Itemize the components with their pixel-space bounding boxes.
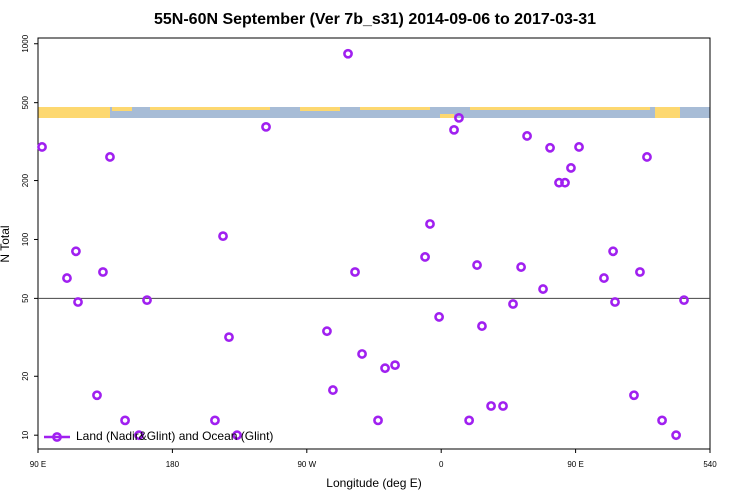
y-tick-label: 100 [21, 232, 30, 246]
point [328, 385, 338, 395]
y-tick-label: 50 [21, 293, 30, 302]
point [498, 401, 508, 411]
point [210, 415, 220, 426]
point [560, 177, 570, 188]
point [657, 415, 667, 426]
point [671, 430, 682, 441]
x-axis-label: Longitude (deg E) [326, 476, 421, 490]
x-tick-label: 90 W [297, 460, 316, 469]
map-land [38, 107, 680, 118]
point [37, 142, 47, 152]
point [343, 48, 353, 59]
point [538, 284, 548, 294]
y-tick-label: 500 [21, 95, 30, 109]
y-axis-label: N Total [0, 225, 12, 262]
point [373, 415, 383, 426]
point [380, 363, 390, 374]
point [635, 267, 645, 277]
y-tick-label: 1000 [21, 34, 30, 52]
point [472, 260, 482, 270]
point [142, 295, 152, 306]
chart-title: 55N-60N September (Ver 7b_s31) 2014-09-0… [154, 11, 596, 28]
point [224, 332, 234, 343]
y-tick-label: 200 [21, 173, 30, 187]
point [486, 401, 496, 411]
legend-marker [52, 432, 62, 442]
point [566, 163, 576, 173]
point [134, 430, 144, 441]
point [261, 121, 271, 132]
point [574, 142, 584, 152]
point [390, 360, 400, 371]
point [610, 297, 620, 307]
x-tick-label: 540 [703, 460, 717, 469]
point [62, 273, 72, 283]
x-tick-label: 180 [166, 460, 180, 469]
point [105, 152, 115, 162]
point [522, 131, 532, 141]
x-tick-label: 90 E [30, 460, 46, 469]
point [679, 295, 689, 306]
point [120, 415, 130, 426]
y-tick-label: 20 [21, 371, 30, 380]
point [420, 252, 430, 262]
point [464, 415, 475, 426]
point [322, 326, 332, 337]
point [434, 312, 445, 322]
point [454, 112, 464, 123]
point [73, 297, 83, 307]
point [350, 267, 360, 277]
point [599, 273, 609, 283]
map-band [38, 107, 710, 118]
point [608, 246, 618, 257]
point [642, 152, 652, 162]
plot-frame [37, 37, 711, 450]
y-tick-label: 10 [21, 430, 30, 439]
point [218, 231, 228, 242]
point [92, 390, 102, 401]
legend-label: Land (Nadir&Glint) and Ocean (Glint) [76, 429, 273, 443]
point [71, 246, 81, 257]
point [98, 267, 108, 277]
point [545, 142, 555, 153]
point [516, 262, 526, 272]
point [477, 321, 487, 331]
point [357, 349, 367, 359]
point [629, 390, 639, 401]
point [425, 219, 435, 229]
point [449, 124, 459, 135]
point [232, 430, 242, 441]
x-tick-label: 0 [439, 460, 444, 469]
point [508, 299, 518, 309]
x-tick-label: 90 E [567, 460, 583, 469]
